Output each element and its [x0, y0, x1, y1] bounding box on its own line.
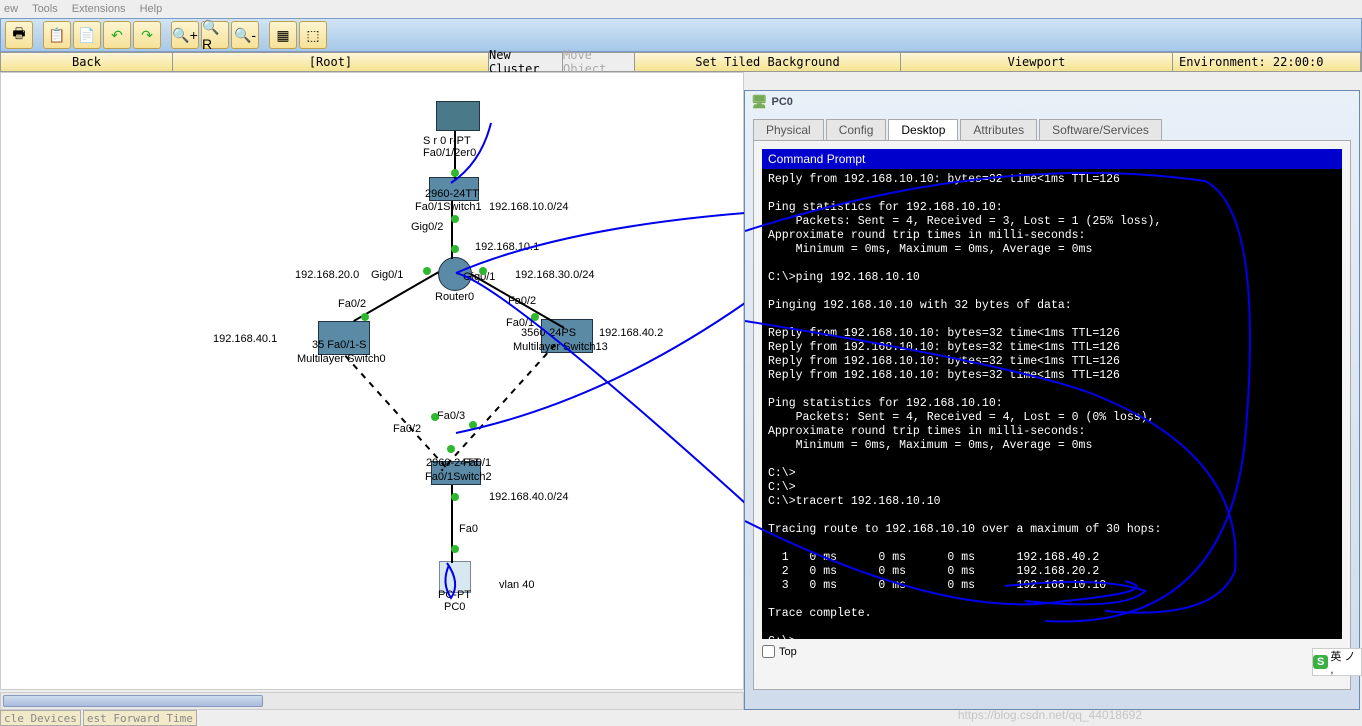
pc0-title: PC0	[745, 91, 1359, 113]
pc0-window[interactable]: PC0 Physical Config Desktop Attributes S…	[744, 90, 1360, 710]
label-server-int: Fa0/1/2er0	[423, 147, 476, 159]
ime-text: 英 ノ ,	[1330, 648, 1361, 676]
menu-help[interactable]: Help	[140, 3, 163, 15]
label-ip101: 192.168.10.1	[475, 241, 539, 253]
zoom-reset-icon[interactable]: 🔍R	[201, 21, 229, 49]
label-mls3name: 3560-24PS	[521, 327, 576, 339]
label-gig01l: Gig0/1	[371, 269, 403, 281]
tab-desktop[interactable]: Desktop	[888, 119, 958, 140]
pc0-tabs: Physical Config Desktop Attributes Softw…	[753, 119, 1351, 140]
tab-physical[interactable]: Physical	[753, 119, 824, 140]
paste-icon[interactable]: 📄	[73, 21, 101, 49]
scroll-thumb[interactable]	[3, 695, 263, 707]
nav-viewport[interactable]: Viewport	[901, 53, 1173, 71]
tab-config[interactable]: Config	[826, 119, 887, 140]
undo-icon[interactable]: ↶	[103, 21, 131, 49]
menu-extensions[interactable]: Extensions	[72, 3, 126, 15]
custom-device-icon[interactable]: ⬚	[299, 21, 327, 49]
tab-attributes[interactable]: Attributes	[960, 119, 1037, 140]
label-net20: 192.168.20.0	[295, 269, 359, 281]
label-router: Router0	[435, 291, 474, 303]
label-server: S r 0 r-PT	[423, 135, 471, 147]
tab-software[interactable]: Software/Services	[1039, 119, 1162, 140]
ime-indicator[interactable]: 英 ノ ,	[1312, 648, 1362, 676]
nav-root[interactable]: [Root]	[173, 53, 489, 71]
top-checkbox[interactable]	[762, 645, 775, 658]
menu-ew[interactable]: ew	[4, 3, 18, 15]
nav-moveobj: Move Object	[563, 53, 635, 71]
print-icon[interactable]: 🖶	[5, 21, 33, 49]
tab-body: Command Prompt Reply from 192.168.10.10:…	[753, 140, 1351, 690]
label-sw2b: Fa0/1Switch2	[425, 471, 492, 483]
watermark: https://blog.csdn.net/qq_44018692	[958, 708, 1142, 722]
label-net30: 192.168.30.0/24	[515, 269, 595, 281]
label-pc0: PC0	[444, 601, 465, 613]
tab-fastforward[interactable]: est Forward Time	[83, 710, 197, 726]
label-ip401: 192.168.40.1	[213, 333, 277, 345]
label-sw2fa01: Fa0/1	[463, 457, 491, 469]
nav-back[interactable]: Back	[1, 53, 173, 71]
label-net10: 192.168.10.0/24	[489, 201, 569, 213]
label-vlan40: vlan 40	[499, 579, 534, 591]
label-mls0: Multilayer Switch0	[297, 353, 386, 365]
nav-newcluster[interactable]: New Cluster	[489, 53, 563, 71]
label-fa02l: Fa0/2	[338, 298, 366, 310]
label-ip402: 192.168.40.2	[599, 327, 663, 339]
toolbar: 🖶 📋 📄 ↶ ↷ 🔍+ 🔍R 🔍- ▦ ⬚	[0, 18, 1362, 52]
navbar: Back [Root] New Cluster Move Object Set …	[0, 52, 1362, 72]
zoom-out-icon[interactable]: 🔍-	[231, 21, 259, 49]
bottombar: cle Devices est Forward Time	[0, 710, 197, 726]
nav-settiled[interactable]: Set Tiled Background	[635, 53, 901, 71]
palette-icon[interactable]: ▦	[269, 21, 297, 49]
label-fa0: Fa0	[459, 523, 478, 535]
label-sw1b: Fa0/1Switch1	[415, 201, 482, 213]
command-prompt-title: Command Prompt	[762, 149, 1342, 169]
canvas-hscrollbar[interactable]	[0, 692, 744, 710]
zoom-in-icon[interactable]: 🔍+	[171, 21, 199, 49]
menubar: ew Tools Extensions Help	[0, 0, 1362, 18]
label-mls0a: 35 Fa0/1-S	[312, 339, 366, 351]
label-net40: 192.168.40.0/24	[489, 491, 569, 503]
top-label: Top	[779, 646, 797, 658]
tab-devices[interactable]: cle Devices	[0, 710, 81, 726]
label-fa03: Fa0/3	[437, 410, 465, 422]
label-mls3: Multilayer Switch13	[513, 341, 608, 353]
copy-icon[interactable]: 📋	[43, 21, 71, 49]
label-gig02: Gig0/2	[411, 221, 443, 233]
redo-icon[interactable]: ↷	[133, 21, 161, 49]
label-pcpt: PC-PT	[438, 589, 471, 601]
menu-tools[interactable]: Tools	[32, 3, 58, 15]
terminal-output[interactable]: Reply from 192.168.10.10: bytes=32 time<…	[762, 169, 1342, 639]
device-server[interactable]	[436, 101, 480, 131]
label-sw1a: 2960-24TT	[425, 188, 479, 200]
nav-environment[interactable]: Environment: 22:00:0	[1173, 53, 1361, 71]
topology-canvas[interactable]: S r 0 r-PT Fa0/1/2er0 2960-24TT Fa0/1Swi…	[0, 72, 744, 690]
